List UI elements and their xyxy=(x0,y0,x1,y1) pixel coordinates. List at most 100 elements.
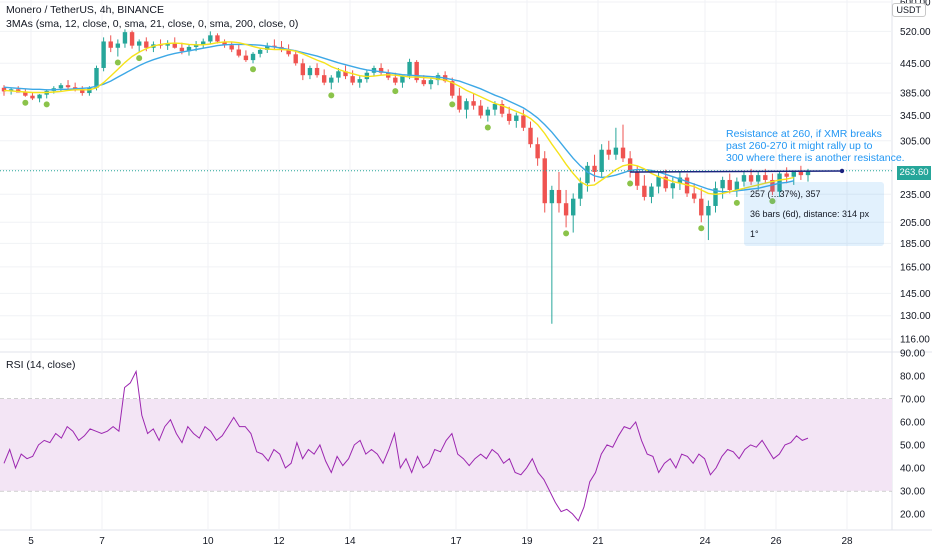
candle-body xyxy=(528,127,533,145)
candle-body xyxy=(585,165,590,184)
candle-body xyxy=(492,103,498,110)
candle-body xyxy=(805,171,811,176)
candle-body xyxy=(428,80,434,85)
candle-body xyxy=(656,176,661,187)
time-tick-label: 26 xyxy=(770,536,782,547)
candle-body xyxy=(506,113,512,121)
price-tick-label: 205.00 xyxy=(900,218,931,229)
candle-body xyxy=(94,67,99,88)
candle-body xyxy=(293,54,298,64)
rsi-tick-label: 50.00 xyxy=(900,440,925,451)
candle-body xyxy=(592,165,597,172)
signal-dot xyxy=(484,124,491,131)
candle-body xyxy=(741,175,747,182)
rsi-tick-label: 70.00 xyxy=(900,394,925,405)
candle-body xyxy=(400,76,405,83)
price-tick-label: 305.00 xyxy=(900,136,931,147)
candle-body xyxy=(635,171,640,186)
candle-body xyxy=(727,179,732,190)
signal-dot xyxy=(43,101,50,108)
price-tick-label: 145.00 xyxy=(900,289,931,300)
candle-body xyxy=(144,41,149,48)
candle-body xyxy=(521,115,526,128)
candle-body xyxy=(222,41,227,46)
candle-body xyxy=(179,47,185,52)
candle-body xyxy=(378,67,384,73)
candle-body xyxy=(115,43,121,48)
candle-body xyxy=(201,41,206,45)
candle-body xyxy=(613,147,619,155)
candle-body xyxy=(23,92,28,96)
signal-dot xyxy=(449,101,456,108)
candles xyxy=(1,29,811,324)
candle-body xyxy=(314,67,320,76)
price-tick-label: 445.00 xyxy=(900,59,931,70)
ma-indicator-label: 3MAs (sma, 12, close, 0, sma, 21, close,… xyxy=(6,18,299,30)
measure-price-range: 257 (…37%), 357 xyxy=(750,189,821,199)
drawings xyxy=(0,168,892,174)
price-tick-label: 165.00 xyxy=(900,262,931,273)
candle-body xyxy=(748,175,754,182)
candle-body xyxy=(457,95,462,110)
candle-body xyxy=(549,189,555,204)
price-tick-label: 385.00 xyxy=(900,89,931,100)
price-tick-label: 235.00 xyxy=(900,190,931,201)
signal-dot xyxy=(733,199,740,206)
time-tick-label: 19 xyxy=(521,536,533,547)
candle-body xyxy=(784,173,789,177)
candle-body xyxy=(514,115,519,121)
candle-body xyxy=(663,176,668,189)
candle-body xyxy=(407,61,412,77)
candle-body xyxy=(713,188,718,206)
candle-body xyxy=(599,149,604,172)
resistance-annotation[interactable]: Resistance at 260, if XMR breaks past 26… xyxy=(726,128,905,164)
candle-body xyxy=(770,179,775,192)
price-tick-label: 185.00 xyxy=(900,239,931,250)
candle-body xyxy=(307,67,313,76)
candle-body xyxy=(321,75,327,83)
current-price-tag: 263.60 xyxy=(897,166,931,180)
candle-body xyxy=(300,63,306,76)
candle-body xyxy=(563,203,569,216)
candle-body xyxy=(250,53,256,61)
rsi-tick-label: 30.00 xyxy=(900,486,925,497)
candle-body xyxy=(720,179,725,189)
candle-body xyxy=(556,189,562,204)
symbol-title: Monero / TetherUS, 4h, BINANCE xyxy=(6,4,164,16)
signal-dot xyxy=(563,230,570,237)
currency-button[interactable]: USDT xyxy=(891,3,926,17)
candle-body xyxy=(257,49,263,54)
price-tick-label: 130.00 xyxy=(900,311,931,322)
candle-body xyxy=(243,55,249,61)
candle-body xyxy=(165,43,170,46)
measure-bars-distance: 36 bars (6d), distance: 314 px xyxy=(750,209,870,219)
candle-body xyxy=(535,144,540,159)
rsi-tick-label: 20.00 xyxy=(900,509,925,520)
candle-body xyxy=(37,94,42,99)
candle-body xyxy=(58,85,64,89)
candle-body xyxy=(343,71,348,77)
candle-body xyxy=(393,77,398,83)
candle-body xyxy=(421,80,426,85)
time-tick-label: 17 xyxy=(450,536,462,547)
candle-body xyxy=(286,49,291,55)
candle-body xyxy=(578,183,583,199)
measure-tooltip: 257 (…37%), 357 36 bars (6d), distance: … xyxy=(744,182,884,246)
signal-dot xyxy=(250,66,257,73)
signal-dot xyxy=(136,55,143,62)
candle-body xyxy=(798,171,804,176)
candle-body xyxy=(677,177,683,184)
candle-body xyxy=(691,193,697,199)
candle-body xyxy=(129,32,135,46)
signal-dot xyxy=(328,92,335,99)
candle-body xyxy=(265,45,270,50)
candle-body xyxy=(734,181,740,190)
signal-dot xyxy=(627,180,634,187)
candle-body xyxy=(649,186,654,197)
price-tick-label: 345.00 xyxy=(900,111,931,122)
candle-body xyxy=(229,45,234,50)
candle-body xyxy=(706,205,711,216)
candle-body xyxy=(186,46,192,52)
candle-body xyxy=(450,81,455,96)
